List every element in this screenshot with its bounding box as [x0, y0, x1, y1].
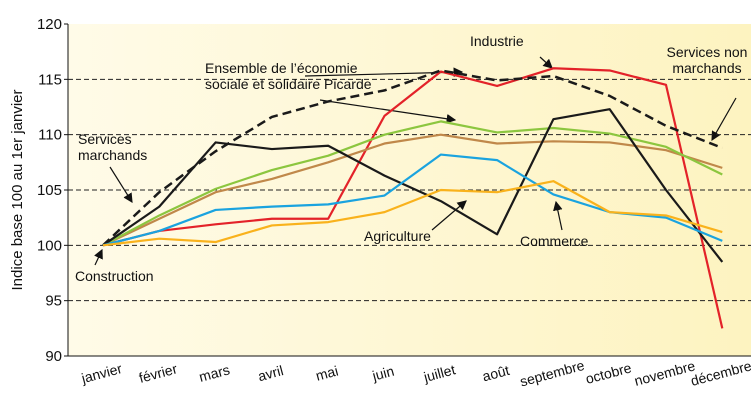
series-label: Agriculture [364, 228, 431, 244]
y-tick-label: 115 [38, 71, 62, 88]
x-tick-label: mars [197, 361, 231, 385]
x-tick-label: août [481, 362, 512, 385]
y-axis-label: Indice base 100 au 1er janvier [9, 90, 26, 291]
x-tick-label: janvier [79, 360, 124, 386]
y-tick-label: 95 [45, 293, 62, 310]
series-line [102, 133, 723, 247]
x-tick-label: novembre [633, 357, 697, 389]
series-label: Services marchands [78, 131, 148, 163]
y-tick-label: 100 [37, 237, 62, 254]
series-line [102, 67, 724, 329]
series-label: Commerce [520, 233, 589, 249]
series-line [102, 69, 723, 247]
series-label: Ensemble de l’économie sociale et solida… [205, 60, 372, 92]
x-tick-label: février [137, 360, 179, 386]
series-label: Industrie [470, 33, 524, 49]
series-line [102, 120, 723, 247]
x-tick-label: septembre [518, 357, 586, 390]
y-tick-label: 120 [37, 16, 62, 33]
series-label: Services non marchands [666, 44, 748, 76]
y-tick-label: 90 [45, 348, 62, 365]
x-tick-label: octobre [584, 359, 633, 387]
y-tick-label: 105 [37, 182, 62, 199]
x-tick-label: juillet [421, 361, 457, 385]
x-tick-label: juin [370, 363, 396, 384]
series-line [102, 180, 723, 247]
x-tick-label: décembre [689, 357, 751, 389]
x-tick-label: avril [256, 362, 285, 384]
series-line [102, 108, 724, 263]
x-tick-label: mai [314, 363, 340, 384]
y-tick-label: 110 [38, 127, 62, 144]
series-label: Construction [75, 268, 154, 284]
